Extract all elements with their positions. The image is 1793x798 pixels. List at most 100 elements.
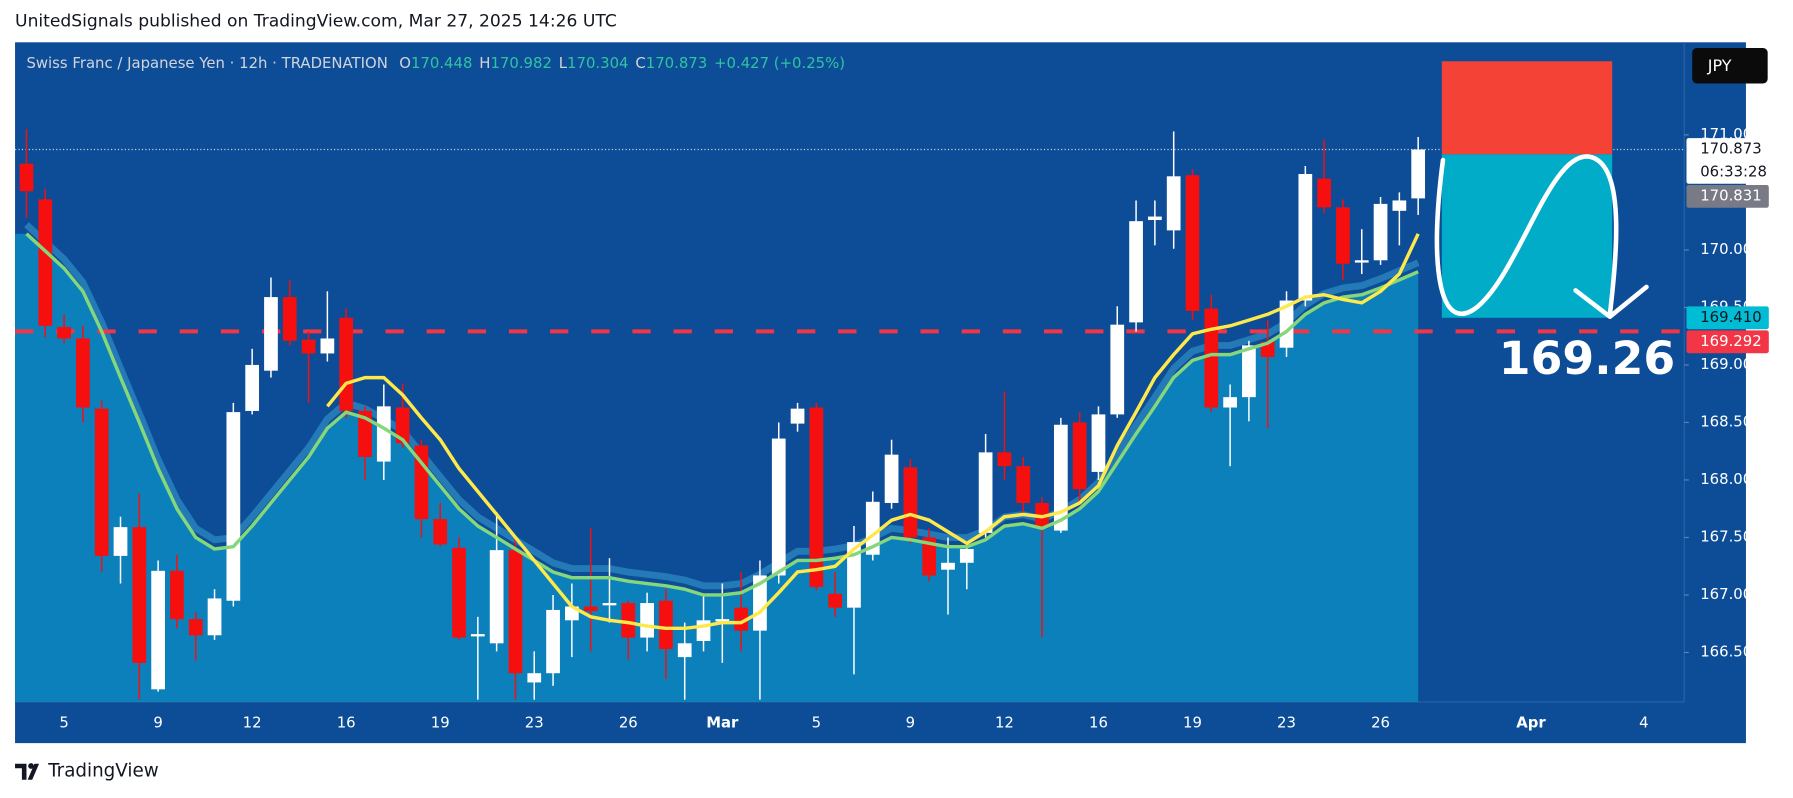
candle-body (1354, 260, 1369, 263)
candle-body (790, 408, 805, 424)
y-tick-label: 169.000 (1700, 355, 1761, 373)
candle-body (847, 542, 861, 608)
candle-body (1373, 203, 1388, 261)
candle-body (433, 519, 448, 545)
candle-body (640, 603, 654, 638)
legend-key: L (559, 54, 568, 72)
footer-logo (15, 763, 40, 780)
ohlc-legend: Swiss Franc / Japanese Yen · 12h · TRADE… (26, 54, 845, 72)
candle-body (715, 619, 730, 622)
x-tick-label: 12 (243, 714, 262, 732)
candle-body (828, 593, 843, 608)
x-tick-label: 23 (1277, 714, 1296, 732)
price-label: 170.831 (1700, 186, 1761, 204)
candle-body (809, 407, 824, 587)
currency-button[interactable] (1692, 48, 1768, 84)
candle-body (1110, 324, 1125, 415)
candle-body (734, 607, 748, 631)
candle-body (527, 673, 542, 683)
candle-body (1298, 174, 1313, 301)
candle-body (1185, 175, 1200, 311)
candle-body (132, 527, 147, 663)
plot-area (15, 61, 1685, 702)
y-tick-label: 168.000 (1700, 470, 1761, 488)
x-tick-label: 19 (1183, 714, 1202, 732)
x-tick-label: 26 (619, 714, 638, 732)
currency-label: JPY (1707, 56, 1732, 75)
candle-body (771, 438, 786, 576)
candle-body (978, 452, 993, 533)
x-tick-label: 26 (1371, 714, 1390, 732)
arrow-head (1573, 284, 1649, 319)
candle-body (1148, 216, 1162, 221)
candle-body (19, 163, 34, 192)
price-label-box (1686, 330, 1769, 354)
y-tick-label: 167.500 (1700, 527, 1761, 545)
candle-body (452, 547, 466, 638)
candle-body (508, 550, 523, 674)
bar-countdown: 06:33:28 (1700, 162, 1767, 180)
candle-body (76, 338, 90, 408)
x-tick-label: 9 (153, 714, 162, 732)
candle-body (941, 562, 955, 570)
candle-body (94, 408, 109, 556)
candle-body (38, 199, 53, 326)
candle-body (188, 619, 203, 636)
indicator-line (25, 232, 1419, 597)
candle-body (696, 620, 711, 642)
candle-body (207, 598, 222, 636)
candle-body (659, 600, 673, 650)
candle-body (1129, 221, 1143, 323)
candle-body (997, 452, 1012, 467)
candle-body (903, 467, 918, 538)
candle-body (301, 339, 316, 354)
candle-body (1016, 466, 1031, 503)
x-tick-label: 23 (525, 714, 544, 732)
candle-body (170, 570, 184, 620)
legend-value: 170.873 (646, 54, 707, 72)
symbol-title: Swiss Franc / Japanese Yen · 12h · TRADE… (26, 54, 387, 72)
candle-body (865, 501, 880, 555)
x-tick-label: 19 (431, 714, 450, 732)
candle-body (959, 548, 974, 563)
x-tick-label: Mar (706, 714, 739, 732)
candle-body (57, 326, 71, 339)
candle-body (1072, 422, 1087, 490)
candle-body (1223, 397, 1237, 408)
candle-body (1411, 149, 1426, 199)
candle-body (245, 364, 260, 411)
price-label-box (1686, 184, 1769, 208)
x-tick-label: 5 (59, 714, 68, 732)
legend-key: O (399, 54, 411, 72)
legend-key: H (479, 54, 490, 72)
legend-value: 170.304 (567, 54, 628, 72)
axes: 166.500 167.000 167.500 168.000 168.500 169.0… (59, 125, 1769, 732)
candle-body (113, 527, 128, 556)
price-label: 170.873 (1700, 140, 1761, 158)
candle-body (358, 410, 372, 457)
y-tick-label: 167.000 (1700, 585, 1761, 603)
indicator-line (326, 233, 1420, 631)
candle-body (1317, 178, 1331, 208)
candle-body (602, 603, 617, 606)
candle-body (1242, 345, 1256, 398)
price-label: 169.410 (1700, 308, 1761, 326)
price-label: 169.292 (1700, 332, 1761, 350)
candle-body (1053, 424, 1068, 531)
candle-body (339, 317, 354, 411)
candle-body (264, 297, 278, 371)
candle-body (320, 338, 335, 354)
candle-body (583, 606, 598, 612)
x-tick-label: Apr (1516, 714, 1546, 732)
candle-body (470, 634, 485, 637)
candle-body (621, 603, 636, 638)
y-tick-label: 168.500 (1700, 412, 1761, 430)
legend-value: 170.448 (411, 54, 472, 72)
candle-body (376, 406, 391, 462)
y-tick-label: 166.500 (1700, 643, 1761, 661)
stop-zone (1441, 61, 1613, 155)
candle-body (546, 609, 560, 674)
candle-body (1392, 200, 1407, 211)
publish-header: UnitedSignals published on TradingView.c… (15, 12, 617, 32)
